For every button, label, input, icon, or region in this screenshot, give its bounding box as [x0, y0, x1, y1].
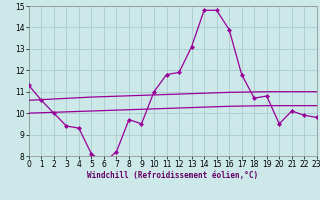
X-axis label: Windchill (Refroidissement éolien,°C): Windchill (Refroidissement éolien,°C)	[87, 171, 258, 180]
